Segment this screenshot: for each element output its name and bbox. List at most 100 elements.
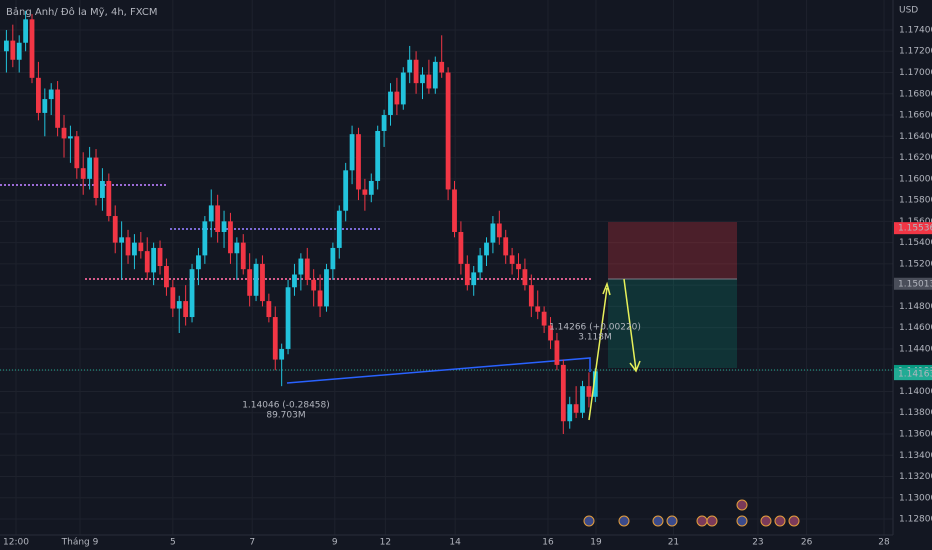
candle-body <box>407 59 413 73</box>
y-tick-label: 1.15600 <box>899 217 932 227</box>
price-marker-label: 1.14163 <box>898 370 932 380</box>
y-tick-label: 1.16600 <box>899 111 932 121</box>
x-tick-label: 21 <box>668 538 679 548</box>
price-marker <box>894 222 932 235</box>
candle-body <box>119 237 125 243</box>
y-tick-label: 1.13400 <box>899 451 932 461</box>
candle-body <box>74 136 80 169</box>
event-icons <box>583 499 800 527</box>
axes: 1.17400 1.17200 1.17000 1.16800 1.16600 1.164… <box>3 25 932 548</box>
candle-body <box>298 258 304 275</box>
candle-body <box>490 223 496 243</box>
candle-body <box>464 263 470 286</box>
candle-body <box>23 19 29 43</box>
candle-body <box>68 136 73 139</box>
candles <box>4 10 598 434</box>
candle-body <box>484 242 489 256</box>
x-tick-label: 23 <box>752 538 763 548</box>
candle-body <box>93 157 99 198</box>
candle-body <box>548 325 553 341</box>
candle-body <box>458 231 464 264</box>
y-tick-label: 1.14600 <box>899 323 932 333</box>
annotation: 1.14046 (-0.28458) <box>242 401 330 411</box>
candle-body <box>496 223 502 238</box>
annotation: 3.118M <box>578 333 612 343</box>
candle-body <box>112 216 118 243</box>
x-tick-label: 26 <box>801 538 813 548</box>
candle-body <box>176 301 182 309</box>
y-axis-label: USD <box>899 6 918 16</box>
candle-body <box>208 205 214 222</box>
candle-body <box>266 301 272 318</box>
y-tick-label: 1.15400 <box>899 238 932 248</box>
y-tick-label: 1.16200 <box>899 153 932 163</box>
candle-body <box>221 221 227 232</box>
candle-body <box>61 127 67 139</box>
candle-body <box>317 290 323 307</box>
candle-body <box>535 306 541 312</box>
x-tick-label: 16 <box>542 538 554 548</box>
candle-body <box>42 99 48 113</box>
candle-body <box>16 42 22 60</box>
candle-body <box>144 251 150 273</box>
candle-body <box>196 255 201 270</box>
candle-body <box>349 134 355 171</box>
candle-body <box>330 247 336 270</box>
x-tick-label: 14 <box>449 538 461 548</box>
candle-body <box>528 285 534 307</box>
candle-body <box>394 91 400 105</box>
price-axis <box>893 0 932 550</box>
candle-body <box>471 272 477 286</box>
candle-body <box>272 317 278 360</box>
y-tick-label: 1.16800 <box>899 89 932 99</box>
y-tick-label: 1.17400 <box>899 25 932 35</box>
candle-body <box>285 287 291 349</box>
candle-body <box>253 263 259 296</box>
candle-body <box>560 364 566 422</box>
x-tick-label: 9 <box>332 538 338 548</box>
x-tick-label: 7 <box>249 538 255 548</box>
x-tick-label: 28 <box>878 538 890 548</box>
y-tick-label: 1.17200 <box>899 47 932 57</box>
grid <box>0 0 893 535</box>
y-tick-label: 1.14400 <box>899 344 932 354</box>
candle-body <box>125 237 131 256</box>
candle-body <box>580 386 585 413</box>
y-tick-label: 1.16000 <box>899 174 932 184</box>
candle-body <box>516 263 521 270</box>
y-tick-label: 1.14800 <box>899 302 932 312</box>
candle-body <box>541 311 547 326</box>
price-marker-label: 1.15536 <box>898 224 932 234</box>
candle-body <box>292 274 297 288</box>
candle-body <box>503 237 509 256</box>
annotation: 1.14266 (+0.00220) <box>549 323 641 333</box>
candle-body <box>477 255 483 273</box>
candle-body <box>324 269 329 307</box>
chart-title: Bảng Anh/ Đô la Mỹ, 4h, FXCM <box>6 6 158 18</box>
candle-body <box>343 170 349 211</box>
candle-body <box>151 247 157 273</box>
candle-body <box>87 157 93 179</box>
price-marker-label: 1.15013 <box>898 279 932 289</box>
candle-body <box>368 180 374 195</box>
trend-line <box>286 357 591 384</box>
candle-body <box>138 242 144 252</box>
candle-body <box>10 40 16 60</box>
y-tick-label: 1.12800 <box>899 515 932 525</box>
candle-body <box>452 189 457 232</box>
candle-body <box>189 269 195 318</box>
price-marker <box>894 277 932 290</box>
x-tick-label: 19 <box>590 538 602 548</box>
candle-body <box>362 189 368 195</box>
candle-body <box>80 168 86 179</box>
stop-zone <box>608 222 737 279</box>
candle-body <box>157 247 163 267</box>
x-tick-label: Tháng 9 <box>61 538 99 548</box>
candle-body <box>426 74 432 89</box>
candle-body <box>400 72 406 105</box>
candle-body <box>247 269 253 296</box>
candle-body <box>381 115 387 131</box>
candle-body <box>509 255 515 264</box>
candle-body <box>170 287 176 309</box>
candle-body <box>4 40 9 52</box>
